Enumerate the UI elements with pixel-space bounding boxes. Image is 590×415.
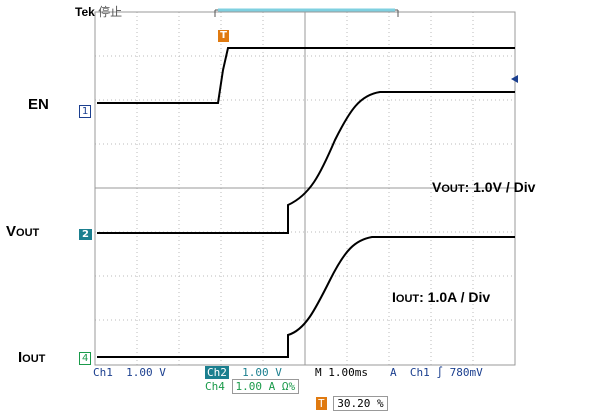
ch2-marker: 2 [79,229,92,240]
timebase: M 1.00ms [315,366,368,379]
trigger-level-arrow [511,75,518,83]
frame [94,11,516,366]
brand: Tek 停止 [75,5,123,19]
trigger-marker: T [218,30,229,42]
position-status: T 30.20 % [316,396,388,411]
iout-scale: IOUT: 1.0A / Div [392,289,491,305]
trigger-status: A Ch1 ∫ 780mV [390,366,483,379]
ch1-status: Ch1 1.00 V [93,366,166,379]
iout-label: IOUT [18,349,46,366]
vout-scale: VOUT: 1.0V / Div [432,179,536,195]
ch4-marker: 4 [79,352,92,365]
iout-trace [97,236,515,358]
en-trace [97,47,515,104]
ch2-status: Ch2 1.00 V [205,366,282,379]
ch1-marker: 1 [79,105,92,118]
ch4-status: Ch4 1.00 A Ω% [205,379,300,394]
vout-label: VOUT [6,223,40,240]
en-label: EN [28,96,49,113]
vout-trace [97,91,515,234]
